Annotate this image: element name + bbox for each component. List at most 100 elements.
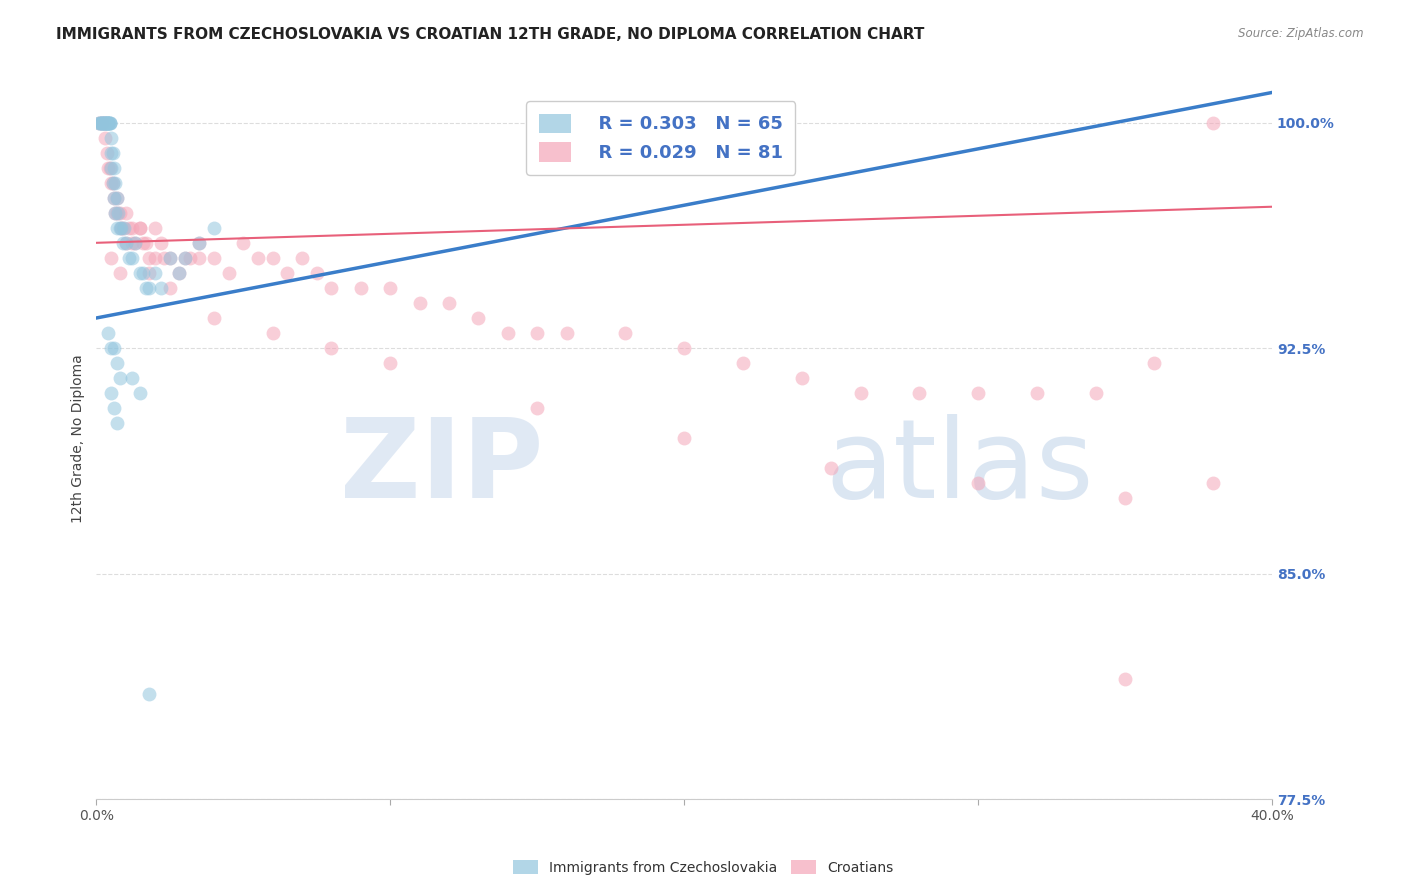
Point [276, 266, 298, 280]
Point [103, 161, 125, 175]
Point [104, 206, 127, 220]
Point [138, 251, 160, 265]
Point [98, 115, 121, 129]
Point [967, 386, 990, 401]
Point [150, 281, 173, 295]
Point [100, 251, 122, 265]
Point [1084, 386, 1107, 401]
Point [105, 191, 128, 205]
Point [908, 386, 931, 401]
Text: Source: ZipAtlas.com: Source: ZipAtlas.com [1239, 27, 1364, 40]
Point [90, 115, 112, 129]
Point [100, 130, 122, 145]
Point [104, 206, 127, 220]
Point [105, 356, 128, 370]
Point [90, 115, 112, 129]
Point [97, 115, 120, 129]
Point [97, 115, 120, 129]
Point [107, 206, 129, 220]
Point [143, 220, 166, 235]
Point [173, 251, 195, 265]
Point [103, 401, 125, 416]
Point [321, 341, 343, 355]
Point [101, 145, 124, 160]
Point [167, 266, 190, 280]
Point [94, 115, 117, 129]
Point [103, 191, 125, 205]
Point [104, 176, 127, 190]
Point [96, 115, 118, 129]
Point [555, 326, 578, 340]
Point [188, 235, 211, 250]
Point [849, 386, 872, 401]
Text: IMMIGRANTS FROM CZECHOSLOVAKIA VS CROATIAN 12TH GRADE, NO DIPLOMA CORRELATION CH: IMMIGRANTS FROM CZECHOSLOVAKIA VS CROATI… [56, 27, 925, 42]
Point [100, 341, 122, 355]
Point [105, 206, 128, 220]
Point [110, 220, 132, 235]
Point [673, 431, 696, 445]
Point [100, 161, 122, 175]
Point [138, 266, 160, 280]
Point [124, 235, 146, 250]
Text: ZIP: ZIP [340, 414, 543, 521]
Point [1114, 672, 1136, 686]
Point [91, 115, 114, 129]
Point [247, 251, 270, 265]
Point [614, 326, 637, 340]
Point [188, 235, 211, 250]
Text: atlas: atlas [825, 414, 1094, 521]
Point [124, 235, 146, 250]
Point [105, 191, 128, 205]
Point [97, 115, 120, 129]
Point [89, 115, 111, 129]
Point [114, 206, 136, 220]
Point [105, 220, 128, 235]
Point [100, 176, 122, 190]
Point [132, 235, 155, 250]
Point [114, 235, 136, 250]
Point [105, 416, 128, 430]
Point [112, 220, 135, 235]
Point [121, 251, 143, 265]
Point [321, 281, 343, 295]
Legend:   R = 0.303   N = 65,   R = 0.029   N = 81: R = 0.303 N = 65, R = 0.029 N = 81 [526, 101, 796, 175]
Point [94, 115, 117, 129]
Point [790, 371, 813, 385]
Point [305, 266, 328, 280]
Point [437, 296, 460, 310]
Point [232, 235, 254, 250]
Point [96, 115, 118, 129]
Point [101, 176, 124, 190]
Point [173, 251, 195, 265]
Point [135, 281, 157, 295]
Point [91, 115, 114, 129]
Point [380, 281, 402, 295]
Point [967, 476, 990, 491]
Point [111, 220, 134, 235]
Point [262, 251, 284, 265]
Point [129, 266, 152, 280]
Point [91, 115, 114, 129]
Point [188, 251, 211, 265]
Point [93, 115, 115, 129]
Point [167, 266, 190, 280]
Point [129, 386, 152, 401]
Point [159, 251, 181, 265]
Point [179, 251, 201, 265]
Point [496, 326, 519, 340]
Point [291, 251, 314, 265]
Point [153, 251, 176, 265]
Point [138, 687, 160, 701]
Point [202, 310, 225, 325]
Point [135, 235, 157, 250]
Point [143, 266, 166, 280]
Point [1143, 356, 1166, 370]
Point [121, 220, 143, 235]
Point [150, 235, 173, 250]
Point [159, 281, 181, 295]
Point [121, 235, 143, 250]
Point [98, 115, 121, 129]
Point [118, 220, 141, 235]
Point [526, 401, 548, 416]
Point [118, 251, 141, 265]
